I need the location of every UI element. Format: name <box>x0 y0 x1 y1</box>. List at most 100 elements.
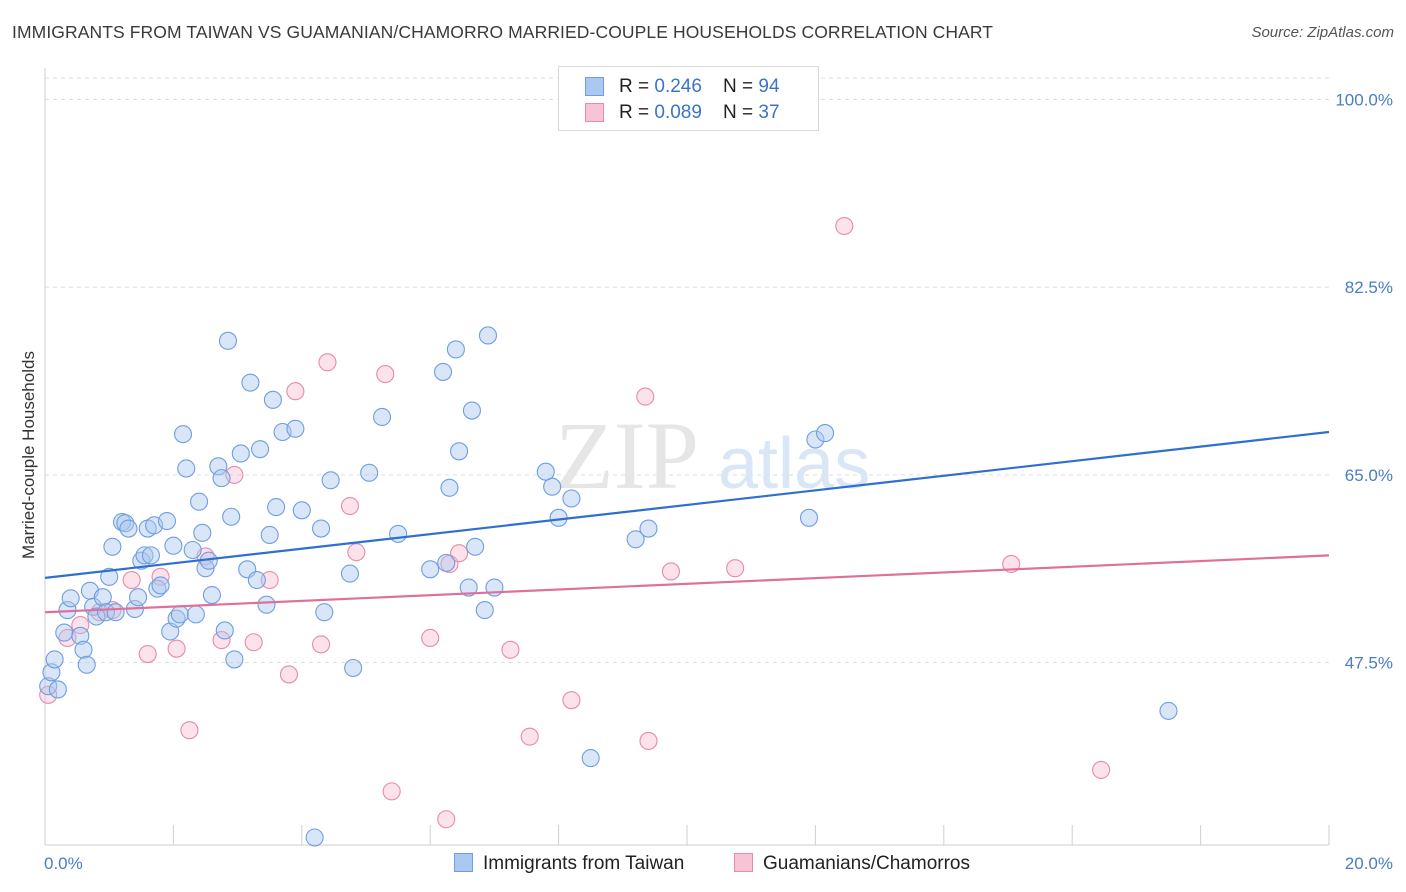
data-point-taiwan <box>96 603 116 622</box>
data-point-guamanian <box>450 544 469 563</box>
legend-swatch-guamanian <box>585 103 604 122</box>
data-point-taiwan <box>170 605 189 624</box>
data-point-guamanian <box>726 559 745 578</box>
data-point-taiwan <box>61 589 80 608</box>
legend-r-value: 0.089 <box>654 102 702 123</box>
data-point-taiwan <box>55 623 74 642</box>
data-point-taiwan <box>173 425 193 444</box>
legend-n-label: N = <box>723 102 759 123</box>
data-point-taiwan <box>151 576 170 595</box>
data-point-guamanian <box>167 639 186 658</box>
chart-title: IMMIGRANTS FROM TAIWAN VS GUAMANIAN/CHAM… <box>12 22 994 42</box>
data-point-taiwan <box>806 430 825 449</box>
data-point-taiwan <box>212 469 231 488</box>
data-point-taiwan <box>218 331 238 350</box>
data-point-guamanian <box>212 631 231 650</box>
data-point-taiwan <box>225 650 244 669</box>
y-tick-label: 47.5% <box>1345 654 1393 673</box>
data-point-guamanian <box>1092 760 1111 779</box>
data-point-taiwan <box>459 578 478 597</box>
legend-r-label: R = <box>619 76 655 97</box>
data-point-taiwan <box>87 607 106 626</box>
legend-n-value: 37 <box>758 102 780 123</box>
data-point-taiwan <box>344 658 363 678</box>
data-point-taiwan <box>340 564 360 583</box>
data-point-taiwan <box>209 457 228 476</box>
data-point-guamanian <box>286 382 305 401</box>
data-point-guamanian <box>421 628 440 648</box>
legend-r-value: 0.246 <box>654 76 702 97</box>
data-point-taiwan <box>305 828 324 847</box>
data-point-taiwan <box>202 586 221 605</box>
data-point-taiwan <box>119 519 138 538</box>
data-point-taiwan <box>93 588 112 607</box>
data-point-taiwan <box>315 603 334 622</box>
data-point-taiwan <box>267 498 286 517</box>
data-point-guamanian <box>122 570 141 590</box>
data-point-taiwan <box>157 511 177 531</box>
data-point-taiwan <box>135 546 154 565</box>
data-point-taiwan <box>475 601 494 620</box>
data-point-guamanian <box>279 665 299 684</box>
data-point-taiwan <box>462 401 481 420</box>
data-point-taiwan <box>1159 701 1178 720</box>
data-point-guamanian <box>639 731 658 750</box>
watermark: ZIP atlas <box>555 402 870 509</box>
data-point-taiwan <box>639 519 658 538</box>
data-point-taiwan <box>626 530 645 549</box>
data-point-taiwan <box>77 655 96 674</box>
data-point-taiwan <box>190 492 209 511</box>
y-tick-label: 65.0% <box>1345 466 1393 485</box>
data-point-taiwan <box>132 551 151 570</box>
data-point-taiwan <box>251 440 270 459</box>
data-point-taiwan <box>164 536 183 555</box>
data-point-taiwan <box>193 523 212 542</box>
data-point-guamanian <box>636 387 655 406</box>
data-point-taiwan <box>446 340 465 359</box>
data-point-guamanian <box>437 810 456 829</box>
data-point-taiwan <box>148 579 167 598</box>
data-point-taiwan <box>466 537 485 556</box>
data-point-taiwan <box>257 595 276 614</box>
data-point-taiwan <box>437 553 456 572</box>
data-point-taiwan <box>433 362 453 381</box>
data-point-guamanian <box>244 633 263 652</box>
data-point-taiwan <box>100 567 119 586</box>
data-point-guamanian <box>138 645 157 664</box>
legend-n-label: N = <box>723 76 759 97</box>
bottom-legend-guamanian: Guamanians/Chamorros <box>734 853 970 875</box>
data-point-taiwan <box>389 524 408 543</box>
data-point-guamanian <box>501 640 520 659</box>
data-point-taiwan <box>48 680 67 699</box>
data-point-taiwan <box>222 507 241 526</box>
data-point-taiwan <box>421 560 440 579</box>
x-tick-label-max: 20.0% <box>1345 854 1393 873</box>
data-point-taiwan <box>286 419 305 438</box>
y-tick-label: 100.0% <box>1335 90 1393 109</box>
data-point-taiwan <box>177 459 196 478</box>
data-point-guamanian <box>661 562 681 581</box>
data-point-taiwan <box>292 501 311 520</box>
data-point-taiwan <box>45 650 64 669</box>
data-point-guamanian <box>562 691 581 710</box>
legend-n-value: 94 <box>758 76 780 97</box>
axes <box>44 68 1330 846</box>
data-point-guamanian <box>312 635 331 654</box>
data-point-taiwan <box>103 537 122 556</box>
data-point-guamanian <box>347 543 366 562</box>
x-tick-label-min: 0.0% <box>44 854 83 873</box>
data-point-taiwan <box>241 373 260 392</box>
data-point-guamanian <box>520 727 539 746</box>
data-point-taiwan <box>536 462 555 481</box>
bottom-legend-label-taiwan: Immigrants from Taiwan <box>483 853 685 874</box>
data-point-taiwan <box>74 640 93 659</box>
data-point-taiwan <box>799 508 819 527</box>
data-point-taiwan <box>543 477 562 496</box>
data-point-taiwan <box>312 519 331 538</box>
bottom-legend-swatch-guamanian <box>734 853 753 872</box>
data-point-taiwan <box>106 603 125 622</box>
data-point-taiwan <box>321 471 340 490</box>
series-guamanians-points <box>39 216 1111 829</box>
data-point-taiwan <box>141 546 160 565</box>
